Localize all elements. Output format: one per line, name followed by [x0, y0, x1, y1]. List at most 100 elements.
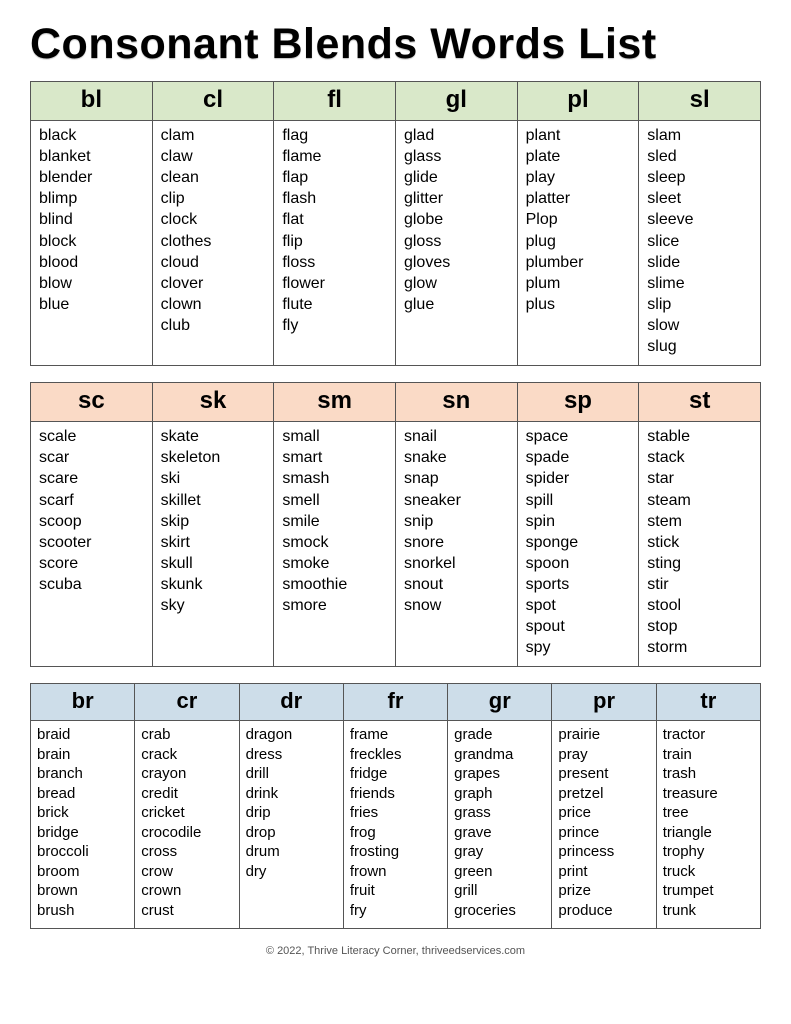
word: smore: [282, 595, 389, 616]
word: sports: [526, 574, 633, 595]
word: frosting: [350, 842, 443, 862]
word: flap: [282, 167, 389, 188]
word: drop: [246, 823, 339, 843]
column-header: gl: [395, 82, 517, 121]
column-header: sm: [274, 383, 396, 422]
word: train: [663, 745, 756, 765]
word: crust: [141, 901, 234, 921]
word: slime: [647, 273, 754, 294]
word-list-cell: scalescarscarescarfscoopscooterscorescub…: [31, 422, 153, 667]
column-header: st: [639, 383, 761, 422]
word: skirt: [161, 532, 268, 553]
column-header: sl: [639, 82, 761, 121]
word: snow: [404, 595, 511, 616]
word: braid: [37, 725, 130, 745]
word: clock: [161, 209, 268, 230]
word: flat: [282, 209, 389, 230]
word: smash: [282, 468, 389, 489]
word-list-cell: clamclawcleanclipclockclothescloudclover…: [152, 121, 274, 366]
word: slice: [647, 231, 754, 252]
word: grandma: [454, 745, 547, 765]
word: smell: [282, 490, 389, 511]
word: grade: [454, 725, 547, 745]
word: crab: [141, 725, 234, 745]
word: blender: [39, 167, 146, 188]
word-list-cell: stablestackstarsteamstemstickstingstirst…: [639, 422, 761, 667]
word-list-cell: snailsnakesnapsneakersnipsnoresnorkelsno…: [395, 422, 517, 667]
word: print: [558, 862, 651, 882]
word: grill: [454, 881, 547, 901]
word: platter: [526, 188, 633, 209]
word: pretzel: [558, 784, 651, 804]
word: credit: [141, 784, 234, 804]
word: fruit: [350, 881, 443, 901]
word: ski: [161, 468, 268, 489]
word: clover: [161, 273, 268, 294]
word: fry: [350, 901, 443, 921]
word: spill: [526, 490, 633, 511]
word: broom: [37, 862, 130, 882]
word: plug: [526, 231, 633, 252]
word: small: [282, 426, 389, 447]
word: cloud: [161, 252, 268, 273]
column-header: cl: [152, 82, 274, 121]
word: blood: [39, 252, 146, 273]
word: clown: [161, 294, 268, 315]
word: frog: [350, 823, 443, 843]
word: skull: [161, 553, 268, 574]
word: trunk: [663, 901, 756, 921]
word: clip: [161, 188, 268, 209]
word: plumber: [526, 252, 633, 273]
word: drink: [246, 784, 339, 804]
word: cross: [141, 842, 234, 862]
word: glow: [404, 273, 511, 294]
word-list-cell: smallsmartsmashsmellsmilesmocksmokesmoot…: [274, 422, 396, 667]
word: slide: [647, 252, 754, 273]
word: flute: [282, 294, 389, 315]
word-list-cell: spacespadespiderspillspinspongespoonspor…: [517, 422, 639, 667]
word: clothes: [161, 231, 268, 252]
word: scuba: [39, 574, 146, 595]
word: stool: [647, 595, 754, 616]
word: crown: [141, 881, 234, 901]
blend-table: scsksmsnspstscalescarscarescarfscoopscoo…: [30, 382, 761, 667]
word: blue: [39, 294, 146, 315]
word: grapes: [454, 764, 547, 784]
word: frame: [350, 725, 443, 745]
word: gloss: [404, 231, 511, 252]
word: storm: [647, 637, 754, 658]
word: snorkel: [404, 553, 511, 574]
word: brown: [37, 881, 130, 901]
word: dragon: [246, 725, 339, 745]
word-list-cell: tractortraintrashtreasuretreetriangletro…: [656, 721, 760, 929]
word: skeleton: [161, 447, 268, 468]
word: slip: [647, 294, 754, 315]
word: skate: [161, 426, 268, 447]
blend-table: brcrdrfrgrprtrbraidbrainbranchbreadbrick…: [30, 683, 761, 929]
word: smile: [282, 511, 389, 532]
word: floss: [282, 252, 389, 273]
word: gloves: [404, 252, 511, 273]
word: treasure: [663, 784, 756, 804]
word: sneaker: [404, 490, 511, 511]
word: broccoli: [37, 842, 130, 862]
word: stop: [647, 616, 754, 637]
word: glue: [404, 294, 511, 315]
word: plum: [526, 273, 633, 294]
word: stem: [647, 511, 754, 532]
word: prize: [558, 881, 651, 901]
word: black: [39, 125, 146, 146]
column-header: dr: [239, 684, 343, 721]
word: steam: [647, 490, 754, 511]
word: smoothie: [282, 574, 389, 595]
word-list-cell: gladglassglideglitterglobeglossglovesglo…: [395, 121, 517, 366]
word: snore: [404, 532, 511, 553]
word: glass: [404, 146, 511, 167]
word: scar: [39, 447, 146, 468]
word: stir: [647, 574, 754, 595]
word: crayon: [141, 764, 234, 784]
footer-text: © 2022, Thrive Literacy Corner, thriveed…: [30, 945, 761, 957]
column-header: sc: [31, 383, 153, 422]
word: dry: [246, 862, 339, 882]
word: freckles: [350, 745, 443, 765]
